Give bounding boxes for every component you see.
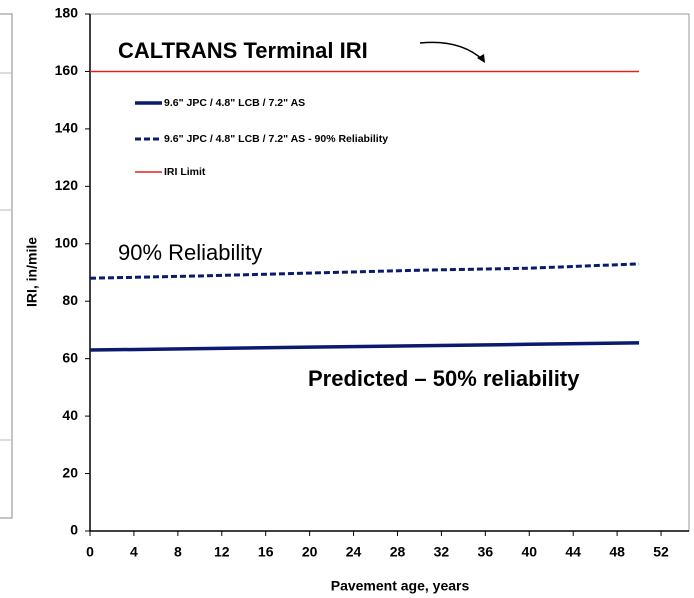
x-axis-label: Pavement age, years: [331, 578, 470, 594]
legend-label: IRI Limit: [164, 166, 206, 178]
annotation-arrowhead: [477, 54, 485, 63]
x-tick-label: 20: [302, 544, 318, 560]
x-tick-label: 0: [86, 544, 94, 560]
x-tick-label: 32: [434, 544, 450, 560]
x-tick-label: 12: [214, 544, 230, 560]
legend-label: 9.6" JPC / 4.8" LCB / 7.2" AS: [164, 97, 305, 109]
series-line: [89, 341, 640, 352]
x-tick-label: 24: [346, 544, 362, 560]
y-axis-label: IRI, in/mile: [24, 237, 40, 307]
annotation: CALTRANS Terminal IRI: [118, 38, 368, 63]
y-tick-label: 160: [55, 62, 79, 78]
y-tick-label: 100: [55, 234, 79, 250]
y-tick-label: 60: [62, 349, 78, 365]
x-tick-label: 52: [653, 544, 669, 560]
annotation: Predicted – 50% reliability: [308, 366, 580, 391]
x-tick-label: 36: [478, 544, 494, 560]
x-tick-label: 16: [258, 544, 274, 560]
series-line: [89, 262, 640, 280]
x-tick-label: 4: [130, 544, 138, 560]
annotation-arrow: [419, 41, 484, 61]
y-tick-label: 120: [55, 177, 79, 193]
y-tick-label: 20: [62, 464, 78, 480]
x-tick-label: 40: [521, 544, 537, 560]
y-tick-label: 140: [55, 120, 79, 136]
x-tick-label: 44: [565, 544, 581, 560]
y-tick-label: 40: [62, 407, 78, 423]
annotation: 90% Reliability: [118, 240, 262, 265]
y-tick-label: 180: [55, 5, 79, 21]
x-tick-label: 8: [174, 544, 182, 560]
y-tick-label: 0: [70, 522, 78, 538]
plot-area: [89, 13, 690, 532]
neighbor-panel-edge: [0, 13, 13, 519]
legend-label: 9.6" JPC / 4.8" LCB / 7.2" AS - 90% Reli…: [164, 133, 388, 145]
y-tick-label: 80: [62, 292, 78, 308]
x-tick-label: 48: [609, 544, 625, 560]
x-tick-label: 28: [390, 544, 406, 560]
